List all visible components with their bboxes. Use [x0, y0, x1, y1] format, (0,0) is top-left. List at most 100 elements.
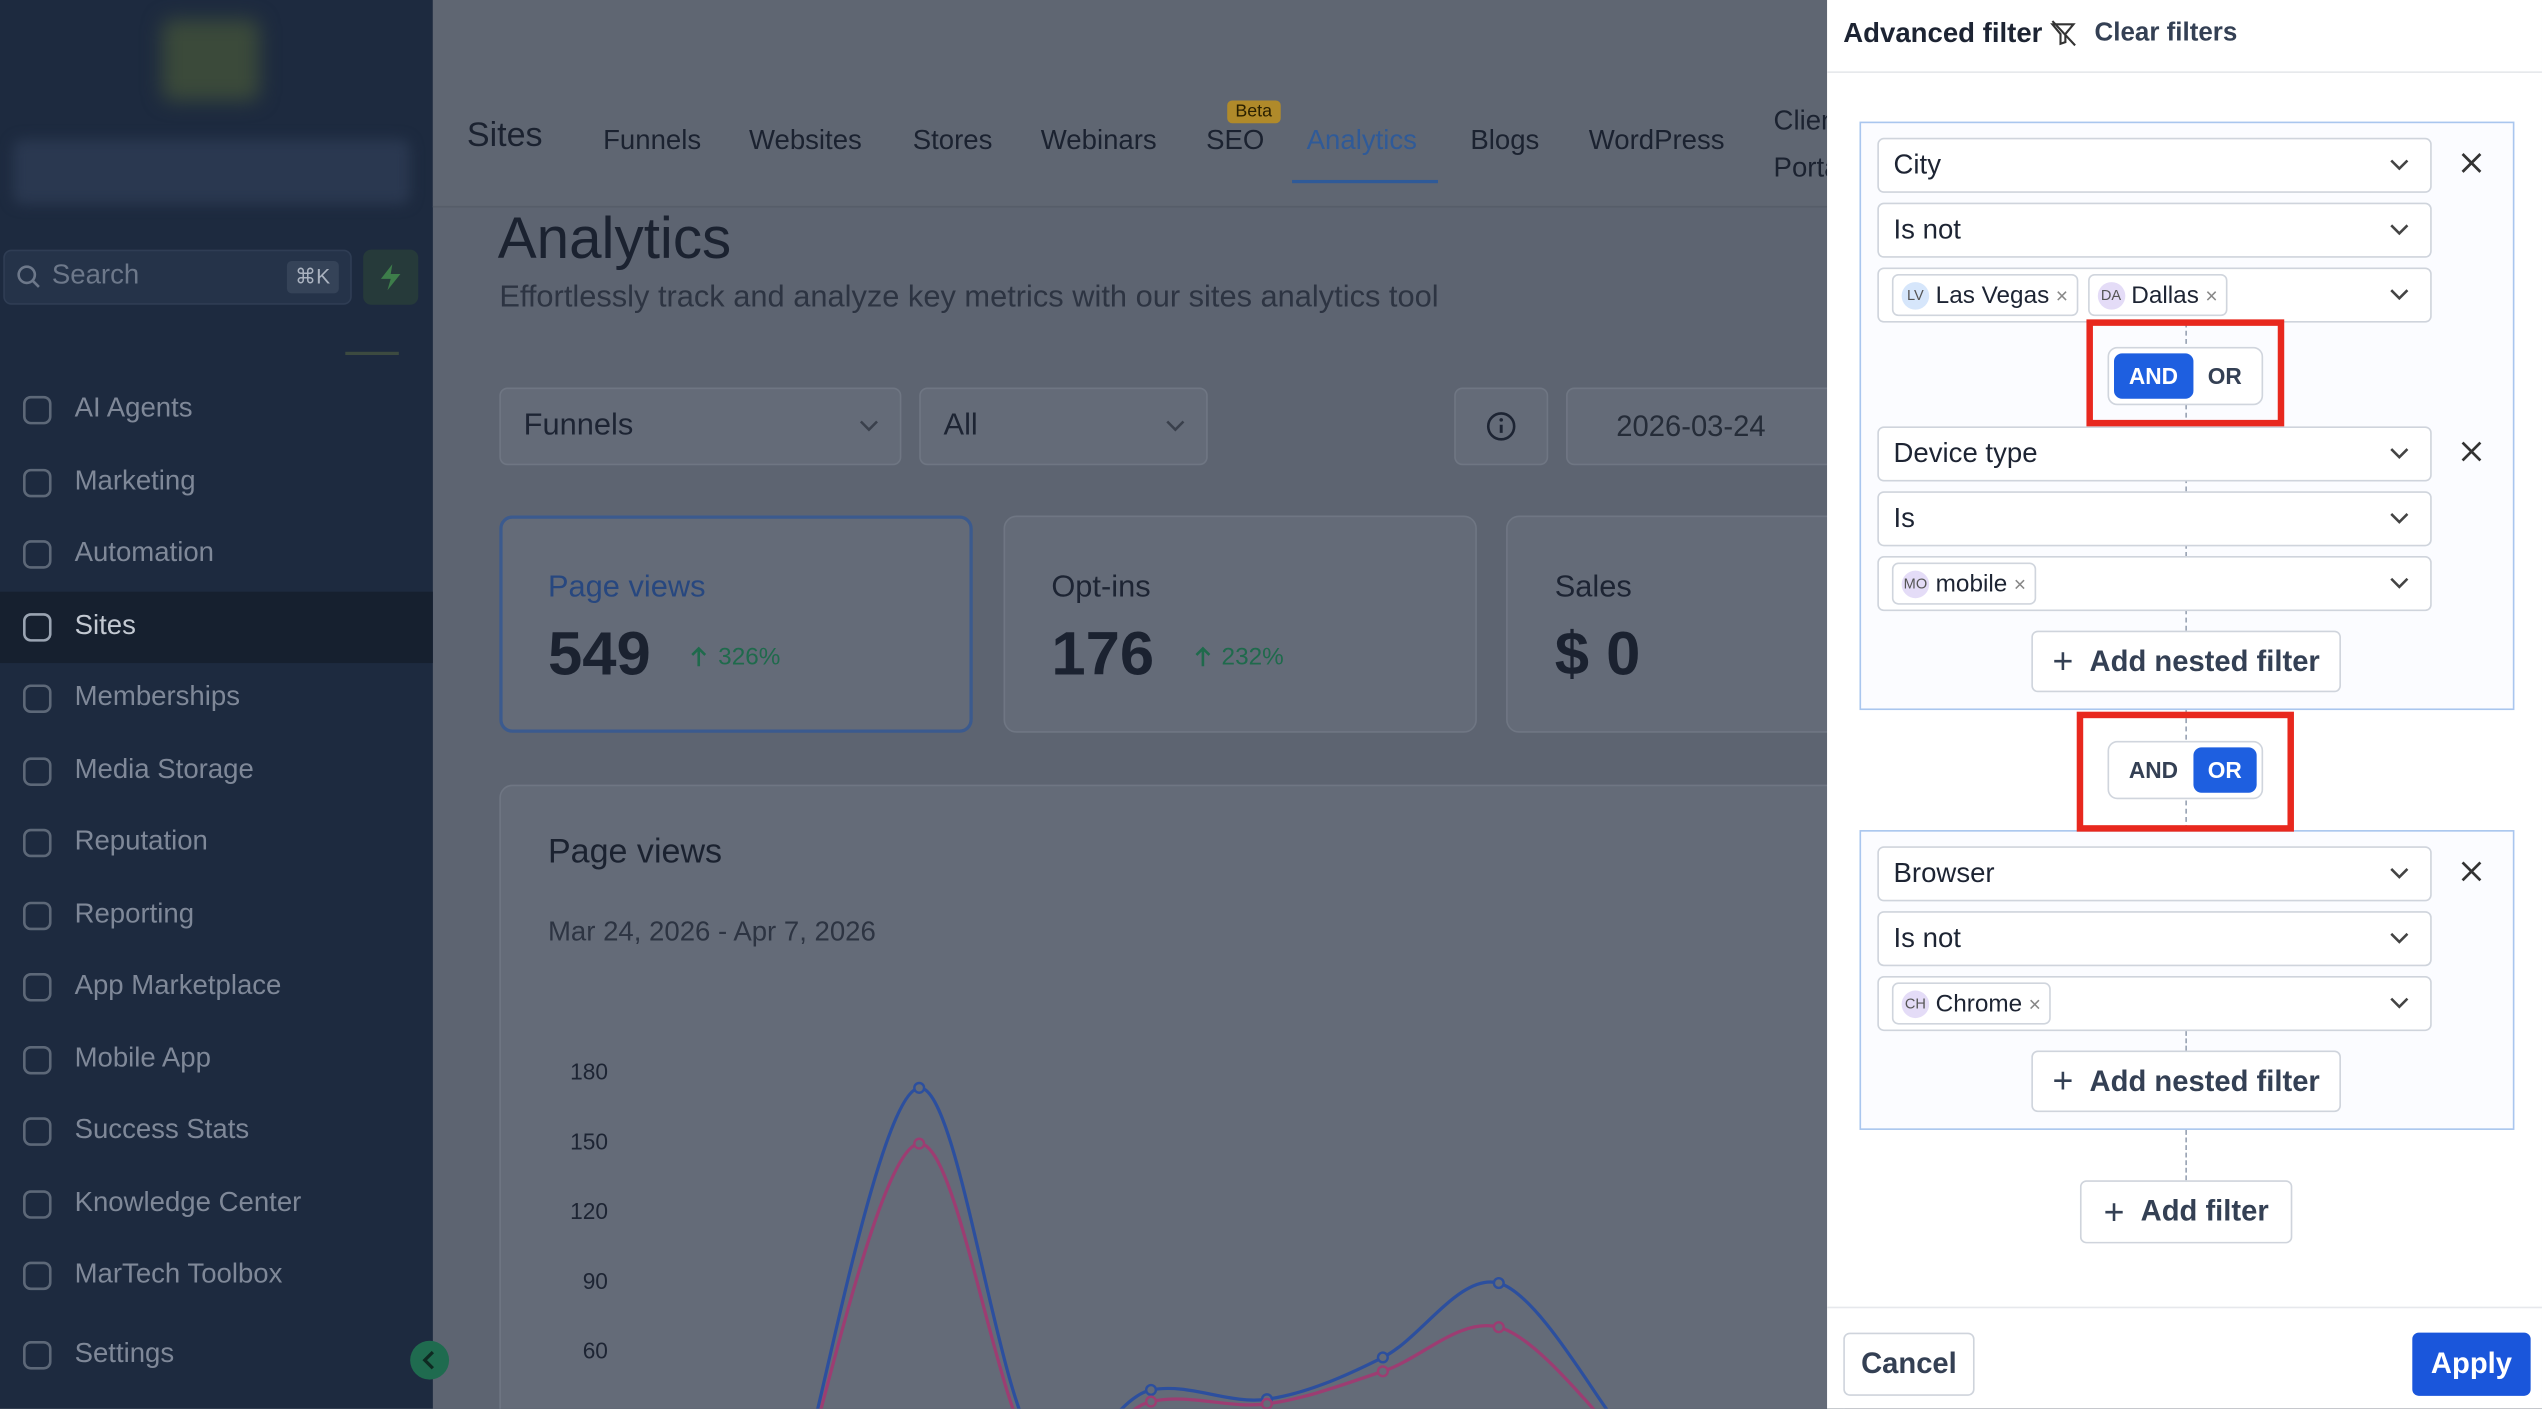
select-value: City: [1893, 149, 1941, 180]
tab[interactable]: Websites: [748, 124, 862, 156]
logic-option[interactable]: AND: [2128, 757, 2179, 784]
tab[interactable]: Funnels: [603, 124, 702, 156]
icon: [380, 264, 401, 291]
chip-remove[interactable]: ×: [2028, 991, 2041, 1016]
value-select[interactable]: LV Las Vegas × DA Dallas ×: [1877, 267, 2432, 323]
y-tick-label: 60: [583, 1338, 608, 1364]
icon: [23, 756, 52, 786]
icon: [422, 1350, 434, 1370]
logic-option[interactable]: OR: [2193, 747, 2257, 793]
shortcut: ⌘K: [286, 261, 339, 294]
icon: [2390, 932, 2409, 944]
field-select[interactable]: City: [1877, 137, 2432, 193]
nav-item[interactable]: Settings: [74, 1337, 175, 1369]
icon: [23, 1189, 52, 1218]
value-chip: DA Dallas ×: [2087, 273, 2228, 317]
plus: +: [2052, 1060, 2074, 1101]
clear-filters[interactable]: Clear filters: [2094, 19, 2238, 48]
tab[interactable]: Blogs: [1470, 124, 1540, 156]
logic-toggle: AND OR: [2107, 740, 2264, 800]
main-header: [432, 0, 1828, 208]
data-point: [1144, 1395, 1158, 1408]
field-select[interactable]: Browser: [1877, 846, 2432, 902]
logic-option[interactable]: AND: [2114, 353, 2193, 399]
icon: [23, 395, 52, 425]
tab[interactable]: SEO: [1206, 124, 1265, 156]
logo: [162, 19, 260, 101]
icon: [23, 1261, 52, 1291]
icon: [1486, 412, 1516, 441]
connector-line: [2185, 1031, 2187, 1051]
chip-remove[interactable]: ×: [2055, 282, 2069, 308]
data-point: [1376, 1351, 1389, 1364]
operator-select[interactable]: Is not: [1877, 911, 2432, 967]
collapse-button[interactable]: [410, 1340, 450, 1380]
nav-item[interactable]: App Marketplace: [74, 969, 282, 1001]
nav-item[interactable]: Memberships: [74, 680, 241, 712]
nav-item[interactable]: Marketing: [74, 464, 196, 496]
icon: [2390, 512, 2409, 524]
account: [12, 139, 411, 205]
nav-item[interactable]: Reputation: [74, 825, 208, 856]
data-point: [1492, 1276, 1505, 1290]
value-select[interactable]: MO mobile ×: [1877, 556, 2432, 612]
metric-value: 549: [547, 620, 651, 689]
icon: [23, 684, 52, 713]
tab[interactable]: Webinars: [1040, 124, 1157, 156]
nav-item[interactable]: Knowledge Center: [74, 1185, 302, 1217]
icon: [2461, 153, 2482, 173]
nav-item[interactable]: Success Stats: [74, 1113, 250, 1145]
chip-remove[interactable]: ×: [2205, 282, 2218, 308]
add-filter-button[interactable]: + Add filter: [2079, 1180, 2293, 1244]
cancel-button[interactable]: Cancel: [1843, 1332, 1975, 1396]
chip-remove[interactable]: ×: [2013, 571, 2027, 596]
field-select[interactable]: Device type: [1877, 426, 2432, 482]
icon: [2390, 159, 2409, 171]
operator-select[interactable]: Is: [1877, 491, 2432, 547]
icon: [859, 420, 878, 432]
nav-item[interactable]: Reporting: [74, 897, 195, 929]
icon: [17, 265, 40, 288]
value-chip: CH Chrome ×: [1891, 982, 2051, 1025]
chip-avatar: MO: [1901, 569, 1930, 598]
tab[interactable]: Analytics: [1306, 124, 1417, 156]
icon: [23, 540, 52, 569]
add-nested-button[interactable]: + Add nested filter: [2031, 630, 2341, 693]
chip-label: Chrome: [1935, 989, 2023, 1018]
highlight: [2076, 711, 2294, 832]
nav-item[interactable]: Automation: [74, 536, 214, 568]
y-tick-label: 90: [583, 1268, 608, 1294]
data-point: [913, 1081, 926, 1094]
connector-line: [2185, 1129, 2187, 1181]
tab[interactable]: WordPress: [1588, 124, 1725, 156]
value-select[interactable]: CH Chrome ×: [1877, 975, 2432, 1032]
operator-select[interactable]: Is not: [1877, 202, 2432, 258]
nav-item[interactable]: AI Agents: [74, 392, 193, 424]
chip-avatar: CH: [1901, 989, 1930, 1018]
tab[interactable]: Stores: [912, 124, 993, 156]
chip-label: Dallas: [2131, 281, 2199, 309]
filter-select[interactable]: All: [919, 387, 1208, 466]
nav-item[interactable]: MarTech Toolbox: [74, 1258, 283, 1289]
filter-select[interactable]: Funnels: [499, 387, 902, 466]
metric-change: 326%: [718, 643, 781, 672]
chip-label: mobile: [1935, 569, 2008, 598]
select-value: Is not: [1893, 922, 1961, 954]
metric-label: Sales: [1554, 570, 1632, 605]
chip-avatar: LV: [1901, 281, 1930, 309]
nav-item[interactable]: Sites: [74, 608, 136, 640]
metric-label: Page views: [547, 570, 706, 605]
icon: [691, 646, 707, 667]
add-filter-label: Add filter: [2140, 1194, 2269, 1228]
nav-item[interactable]: Media Storage: [74, 753, 254, 784]
chart-card: [499, 784, 1845, 1409]
add-nested-button[interactable]: + Add nested filter: [2031, 1050, 2341, 1113]
icon: [2390, 868, 2409, 879]
nav-item[interactable]: Mobile App: [74, 1041, 211, 1073]
apply-button[interactable]: Apply: [2412, 1332, 2531, 1396]
page-title: Analytics: [497, 204, 732, 271]
logic-option[interactable]: OR: [2207, 363, 2242, 390]
filter-label: All: [943, 408, 978, 443]
search-placeholder: Search: [51, 259, 140, 291]
